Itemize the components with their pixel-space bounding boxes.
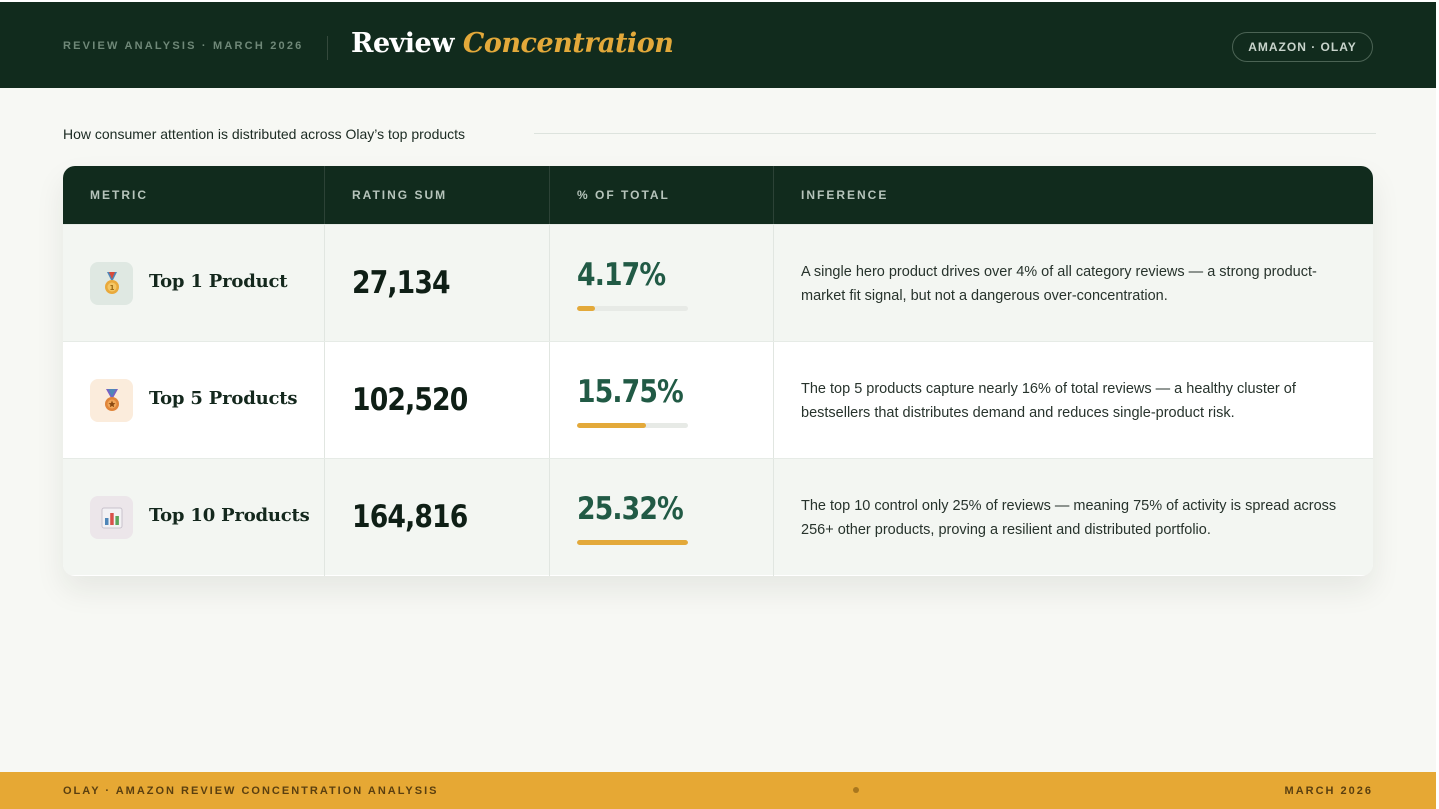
percent-value: 15.75% — [577, 374, 684, 410]
rating-sum-value: 102,520 — [352, 382, 468, 418]
section-subtitle: How consumer attention is distributed ac… — [63, 126, 466, 142]
footer-date: MARCH 2026 — [1284, 785, 1373, 797]
column-divider — [549, 225, 550, 342]
column-divider — [773, 459, 774, 576]
percent-bar-fill — [577, 423, 647, 428]
footer-bar: OLAY · AMAZON REVIEW CONCENTRATION ANALY… — [0, 772, 1439, 809]
inference-text: The top 5 products capture nearly 16% of… — [801, 381, 1296, 421]
title-main: Review — [351, 28, 454, 59]
column-divider — [549, 459, 550, 576]
column-header-metric: METRIC — [90, 188, 148, 202]
column-divider — [324, 459, 325, 576]
right-edge — [1436, 0, 1439, 809]
svg-text:1: 1 — [109, 284, 114, 292]
inference-text: A single hero product drives over 4% of … — [801, 264, 1317, 304]
footer-dot — [853, 787, 859, 793]
header-divider — [327, 36, 328, 60]
metric-label: Top 5 Products — [149, 388, 298, 409]
column-divider — [549, 166, 550, 224]
percent-bar-track — [577, 540, 688, 545]
table-row: Top 5 Products 102,520 15.75% The top 5 … — [63, 341, 1373, 459]
metric-label: Top 1 Product — [149, 271, 288, 292]
column-divider — [773, 225, 774, 342]
header-bar: REVIEW ANALYSIS · MARCH 2026 Review Conc… — [0, 0, 1439, 88]
percent-bar-fill — [577, 306, 596, 311]
percent-bar-fill — [577, 540, 688, 545]
percent-value: 4.17% — [577, 257, 666, 293]
column-divider — [324, 342, 325, 459]
percent-bar-track — [577, 423, 688, 428]
table-row: 1 Top 1 Product 27,134 4.17% A single he… — [63, 224, 1373, 342]
table-header: METRIC RATING SUM % OF TOTAL INFERENCE — [63, 166, 1373, 224]
column-divider — [324, 225, 325, 342]
bar-chart-icon — [90, 496, 133, 539]
rating-sum-value: 27,134 — [352, 265, 451, 301]
footer-title: OLAY · AMAZON REVIEW CONCENTRATION ANALY… — [63, 785, 439, 797]
column-header-percent: % OF TOTAL — [577, 188, 670, 202]
source-badge: AMAZON · OLAY — [1232, 32, 1373, 62]
percent-bar-track — [577, 306, 688, 311]
column-divider — [324, 166, 325, 224]
column-divider — [773, 166, 774, 224]
table-row: Top 10 Products 164,816 25.32% The top 1… — [63, 458, 1373, 576]
percent-value: 25.32% — [577, 491, 684, 527]
page-title: Review Concentration — [351, 28, 674, 59]
medal-icon: 1 — [90, 262, 133, 305]
inference-text: The top 10 control only 25% of reviews —… — [801, 498, 1337, 538]
rating-sum-value: 164,816 — [352, 499, 468, 535]
concentration-table: METRIC RATING SUM % OF TOTAL INFERENCE 1… — [63, 166, 1373, 576]
metric-label: Top 10 Products — [149, 505, 310, 526]
title-accent: Concentration — [462, 28, 674, 59]
column-divider — [773, 342, 774, 459]
column-header-rating-sum: RATING SUM — [352, 188, 448, 202]
header-kicker: REVIEW ANALYSIS · MARCH 2026 — [63, 40, 304, 52]
subtitle-divider — [534, 133, 1376, 134]
column-header-inference: INFERENCE — [801, 188, 889, 202]
column-divider — [549, 342, 550, 459]
medal-ribbon-icon — [90, 379, 133, 422]
